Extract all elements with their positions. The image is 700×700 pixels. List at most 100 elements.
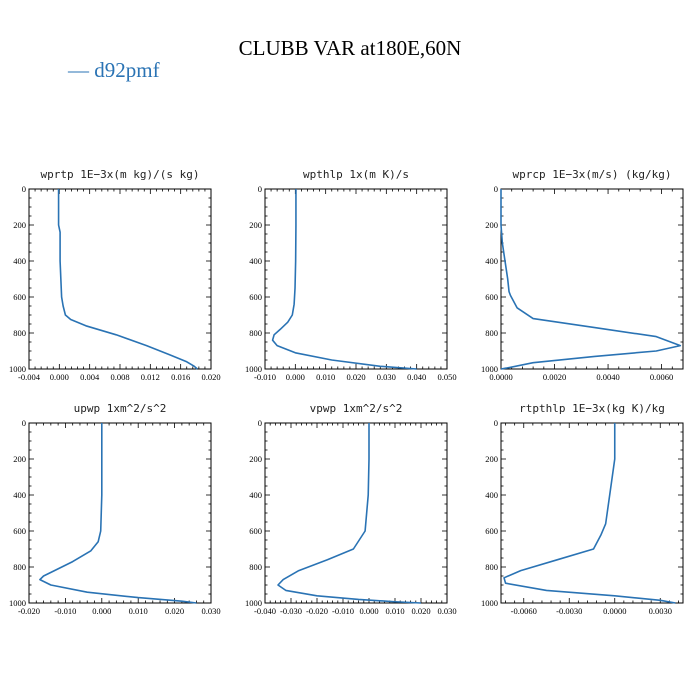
x-tick-label: -0.020: [18, 606, 40, 616]
x-tick-label: 0.000: [92, 606, 111, 616]
y-tick-label: 1000: [481, 598, 498, 608]
y-tick-label: 600: [485, 526, 498, 536]
panel-title: vpwp 1xm^2/s^2: [310, 402, 403, 415]
plot-frame: [264, 188, 448, 370]
x-tick-label: 0.010: [129, 606, 148, 616]
y-tick-label: 600: [13, 292, 26, 302]
series-line-d92pmf: [277, 423, 422, 604]
y-tick-label: 800: [249, 562, 262, 572]
x-tick-label: 0.020: [411, 606, 430, 616]
y-tick-label: 1000: [9, 598, 26, 608]
y-tick-label: 200: [485, 220, 498, 230]
x-tick-label: 0.0030: [649, 606, 672, 616]
y-tick-label: 0: [494, 418, 498, 428]
y-tick-label: 200: [13, 454, 26, 464]
panel-wprtp: wprtp 1E−3x(m kg)/(s kg) -0.004 0.000 0.004…: [9, 168, 221, 382]
panel-title: wprcp 1E−3x(m/s) (kg/kg): [513, 168, 672, 181]
plot-frame: [500, 422, 684, 604]
x-tick-label: 0.010: [385, 606, 404, 616]
y-tick-label: 400: [13, 490, 26, 500]
y-tick-label: 600: [249, 526, 262, 536]
x-tick-label: -0.020: [306, 606, 328, 616]
x-tick-label: -0.010: [54, 606, 76, 616]
y-tick-label: 0: [494, 184, 498, 194]
x-tick-label: 0.000: [359, 606, 378, 616]
series-line-d92pmf: [271, 189, 417, 370]
y-tick-label: 0: [22, 184, 26, 194]
plot-frame: [500, 188, 684, 370]
y-tick-label: 1000: [481, 364, 498, 374]
x-tick-label: 0.0000: [603, 606, 626, 616]
x-tick-label: -0.030: [280, 606, 302, 616]
x-tick-label: 0.012: [141, 372, 160, 382]
y-tick-label: 200: [485, 454, 498, 464]
panel-wpthlp: wpthlp 1x(m K)/s -0.010 0.000 0.010 0.020 0.0…: [245, 168, 457, 382]
x-tick-label: 0.016: [171, 372, 190, 382]
y-tick-label: 0: [22, 418, 26, 428]
x-tick-label: 0.0060: [650, 372, 673, 382]
panel-wprcp: wprcp 1E−3x(m/s) (kg/kg) 0.0000 0.0020 0.00…: [481, 168, 684, 382]
y-tick-label: 600: [485, 292, 498, 302]
legend-label: d92pmf: [94, 58, 160, 82]
y-tick-label: 400: [249, 256, 262, 266]
x-tick-label: 0.008: [110, 372, 129, 382]
y-tick-label: 200: [13, 220, 26, 230]
y-tick-label: 600: [249, 292, 262, 302]
panel-title: wprtp 1E−3x(m kg)/(s kg): [41, 168, 200, 181]
panel-title: wpthlp 1x(m K)/s: [303, 168, 409, 181]
y-tick-label: 1000: [245, 598, 262, 608]
y-tick-label: 800: [485, 562, 498, 572]
x-tick-label: 0.030: [201, 606, 220, 616]
x-tick-label: -0.0030: [556, 606, 582, 616]
x-tick-label: -0.010: [332, 606, 354, 616]
series-line-d92pmf: [503, 423, 676, 604]
legend: — d92pmf: [68, 58, 160, 83]
x-tick-label: 0.010: [316, 372, 335, 382]
y-tick-label: 600: [13, 526, 26, 536]
x-tick-label: 0.020: [201, 372, 220, 382]
x-tick-label: 0.040: [407, 372, 426, 382]
series-line-d92pmf: [57, 189, 198, 370]
series-line-d92pmf: [500, 189, 682, 370]
x-tick-label: 0.020: [346, 372, 365, 382]
y-tick-label: 800: [13, 562, 26, 572]
plot-frame: [28, 188, 212, 370]
x-tick-label: -0.040: [254, 606, 276, 616]
x-tick-label: -0.0060: [511, 606, 537, 616]
x-tick-label: 0.0040: [596, 372, 619, 382]
x-tick-label: 0.0020: [543, 372, 566, 382]
y-tick-label: 0: [258, 184, 262, 194]
y-tick-label: 800: [485, 328, 498, 338]
x-tick-label: 0.000: [286, 372, 305, 382]
y-tick-label: 400: [13, 256, 26, 266]
x-tick-label: 0.0000: [489, 372, 512, 382]
panel-upwp: upwp 1xm^2/s^2 -0.020 -0.010 0.000 0.010 0.02…: [9, 402, 221, 616]
y-tick-label: 400: [485, 490, 498, 500]
x-tick-label: 0.030: [377, 372, 396, 382]
x-tick-label: 0.030: [437, 606, 456, 616]
y-tick-label: 0: [258, 418, 262, 428]
x-tick-label: 0.050: [437, 372, 456, 382]
x-tick-label: -0.010: [254, 372, 276, 382]
series-line-d92pmf: [39, 423, 197, 604]
y-tick-label: 200: [249, 220, 262, 230]
x-tick-label: 0.004: [80, 372, 100, 382]
y-tick-label: 400: [249, 490, 262, 500]
y-tick-label: 1000: [9, 364, 26, 374]
x-tick-label: -0.004: [18, 372, 41, 382]
panel-title: rtpthlp 1E−3x(kg K)/kg: [519, 402, 665, 415]
panel-title: upwp 1xm^2/s^2: [74, 402, 167, 415]
plot-frame: [28, 422, 212, 604]
y-tick-label: 400: [485, 256, 498, 266]
plot-frame: [264, 422, 448, 604]
y-tick-label: 1000: [245, 364, 262, 374]
y-tick-label: 200: [249, 454, 262, 464]
figure-title: CLUBB VAR at180E,60N: [238, 36, 462, 60]
panel-vpwp: vpwp 1xm^2/s^2 -0.040 -0.030 -0.020 -0.010 0.…: [245, 402, 457, 616]
y-tick-label: 800: [249, 328, 262, 338]
panel-rtpthlp: rtpthlp 1E−3x(kg K)/kg -0.0060 -0.0030 0.00…: [481, 402, 684, 616]
x-tick-label: 0.000: [50, 372, 69, 382]
x-tick-label: 0.020: [165, 606, 184, 616]
y-tick-label: 800: [13, 328, 26, 338]
